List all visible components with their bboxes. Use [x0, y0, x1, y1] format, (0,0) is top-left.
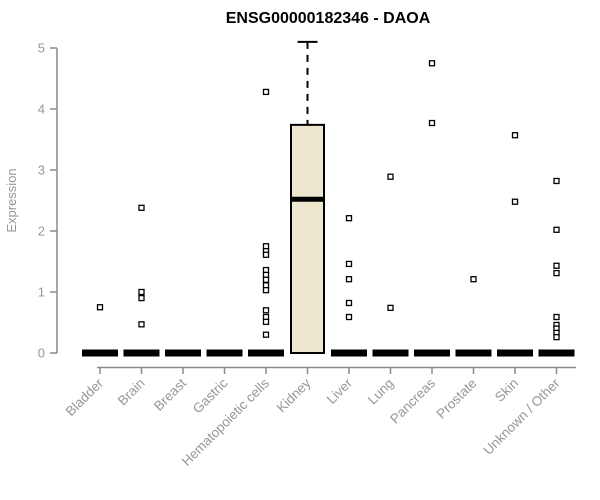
collapsed-box-liver	[331, 349, 367, 357]
collapsed-box-brain	[123, 349, 160, 357]
collapsed-box-lung	[372, 349, 409, 357]
y-tick-label: 4	[38, 102, 45, 117]
x-category-label-gastric: Gastric	[190, 375, 231, 416]
collapsed-box-hematopoietic-cells	[248, 349, 284, 357]
outlier-point-liver	[345, 260, 353, 268]
collapsed-box-prostate	[455, 349, 492, 357]
outlier-point-brain	[138, 321, 145, 328]
outlier-point-pancreas	[428, 119, 436, 127]
outlier-point-hematopoietic-cells	[262, 287, 270, 294]
y-tick-label: 0	[38, 346, 45, 361]
outlier-point-lung	[387, 304, 394, 312]
x-category-label-bladder: Bladder	[63, 375, 107, 419]
outlier-point-skin	[511, 198, 519, 205]
x-category-label-skin: Skin	[492, 376, 521, 405]
x-category-label-kidney: Kidney	[274, 375, 314, 415]
outlier-point-hematopoietic-cells	[262, 331, 270, 338]
collapsed-box-unknown-other	[538, 349, 575, 357]
outlier-point-hematopoietic-cells	[262, 318, 270, 326]
collapsed-box-bladder	[82, 349, 118, 357]
outlier-point-unknown-other	[553, 177, 560, 185]
outlier-point-unknown-other	[553, 262, 560, 269]
outlier-point-bladder	[96, 304, 104, 311]
outlier-point-prostate	[470, 276, 477, 283]
y-tick-label: 1	[38, 285, 45, 300]
y-tick-label: 5	[38, 41, 45, 56]
x-category-label-liver: Liver	[324, 375, 356, 407]
y-axis-title: Expression	[4, 168, 19, 232]
x-category-label-brain: Brain	[115, 376, 148, 409]
outlier-point-liver	[345, 299, 353, 307]
x-category-label-lung: Lung	[365, 376, 397, 408]
outlier-point-unknown-other	[553, 269, 560, 277]
outlier-point-liver	[345, 215, 353, 222]
outlier-point-hematopoietic-cells	[262, 276, 270, 283]
outlier-point-liver	[345, 313, 353, 321]
outlier-point-unknown-other	[553, 313, 560, 321]
outlier-point-hematopoietic-cells	[262, 88, 270, 96]
collapsed-box-pancreas	[414, 349, 450, 357]
y-tick-label: 2	[38, 224, 45, 239]
collapsed-box-skin	[497, 349, 533, 357]
collapsed-box-breast	[165, 349, 201, 357]
outlier-point-brain	[138, 204, 145, 211]
chart-title: ENSG00000182346 - DAOA	[226, 10, 431, 27]
outlier-point-pancreas	[428, 60, 436, 67]
x-category-label-prostate: Prostate	[433, 376, 479, 422]
outlier-point-brain	[138, 294, 145, 302]
box-kidney	[290, 123, 325, 354]
x-category-label-pancreas: Pancreas	[387, 375, 438, 426]
outlier-point-unknown-other	[553, 226, 560, 233]
collapsed-box-gastric	[206, 349, 243, 357]
outlier-point-skin	[511, 132, 519, 139]
x-category-label-breast: Breast	[151, 375, 189, 413]
outlier-point-brain	[138, 288, 145, 296]
plot-area: 0 1 2 3 4 5 Expression Bladder Brain Breast Gastri…	[4, 41, 576, 469]
outlier-point-liver	[345, 276, 353, 283]
y-tick-label: 3	[38, 163, 45, 178]
outlier-point-unknown-other	[553, 333, 560, 341]
x-category-label-unknown-other: Unknown / Other	[480, 375, 563, 458]
outlier-point-lung	[387, 173, 394, 180]
outlier-point-hematopoietic-cells	[262, 307, 270, 314]
outlier-point-hematopoietic-cells	[262, 251, 270, 258]
